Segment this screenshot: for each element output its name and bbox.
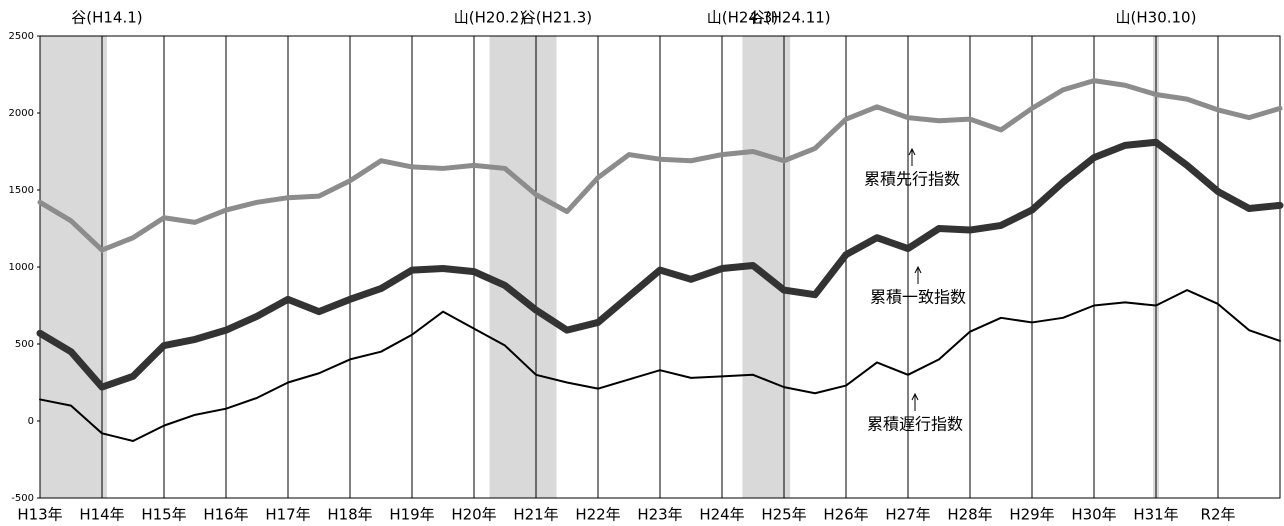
x-tick-label: H26年: [823, 506, 868, 524]
x-tick-label: H13年: [17, 506, 62, 524]
x-tick-label: H15年: [141, 506, 186, 524]
x-tick-label: H19年: [389, 506, 434, 524]
x-tick-label: H23年: [637, 506, 682, 524]
y-tick-label: 0: [28, 416, 34, 427]
x-tick-label: H22年: [575, 506, 620, 524]
y-tick-label: 2000: [9, 108, 34, 119]
x-tick-label: R2年: [1201, 506, 1236, 524]
label-arrow-head: [911, 392, 919, 401]
x-tick-label: H24年: [699, 506, 744, 524]
x-tick-label: H18年: [327, 506, 372, 524]
x-tick-label: H28年: [947, 506, 992, 524]
x-tick-label: H14年: [79, 506, 124, 524]
label-arrow-head: [908, 147, 916, 156]
x-tick-label: H31年: [1133, 506, 1178, 524]
series-label: 累積先行指数: [864, 170, 960, 189]
y-tick-label: 500: [15, 339, 34, 350]
y-tick-label: 1000: [9, 262, 34, 273]
series-line: [36, 138, 1284, 391]
series-label: 累積一致指数: [870, 288, 966, 307]
label-arrow-head: [914, 265, 922, 274]
series-label: 累積遅行指数: [867, 415, 963, 434]
x-tick-label: H30年: [1071, 506, 1116, 524]
series-line: [39, 289, 1281, 443]
y-tick-label: -500: [11, 493, 34, 504]
x-tick-label: H16年: [203, 506, 248, 524]
turning-point-label: 山(H24.3): [707, 9, 778, 27]
recession-band: [40, 36, 107, 498]
turning-point-label: 山(H30.10): [1116, 9, 1197, 27]
y-tick-label: 2500: [9, 31, 34, 42]
x-tick-label: H27年: [885, 506, 930, 524]
x-tick-label: H21年: [513, 506, 558, 524]
turning-point-label: 谷(H24.11): [750, 9, 831, 27]
x-tick-label: H17年: [265, 506, 310, 524]
turning-point-label: 谷(H14.1): [71, 9, 142, 27]
y-tick-label: 1500: [9, 185, 34, 196]
x-tick-label: H29年: [1009, 506, 1054, 524]
x-tick-label: H25年: [761, 506, 806, 524]
turning-point-label: 谷(H21.3): [521, 9, 592, 27]
recession-band: [489, 36, 557, 498]
series-line: [37, 78, 1283, 253]
turning-point-label: 山(H20.2): [454, 9, 525, 27]
x-tick-label: H20年: [451, 506, 496, 524]
